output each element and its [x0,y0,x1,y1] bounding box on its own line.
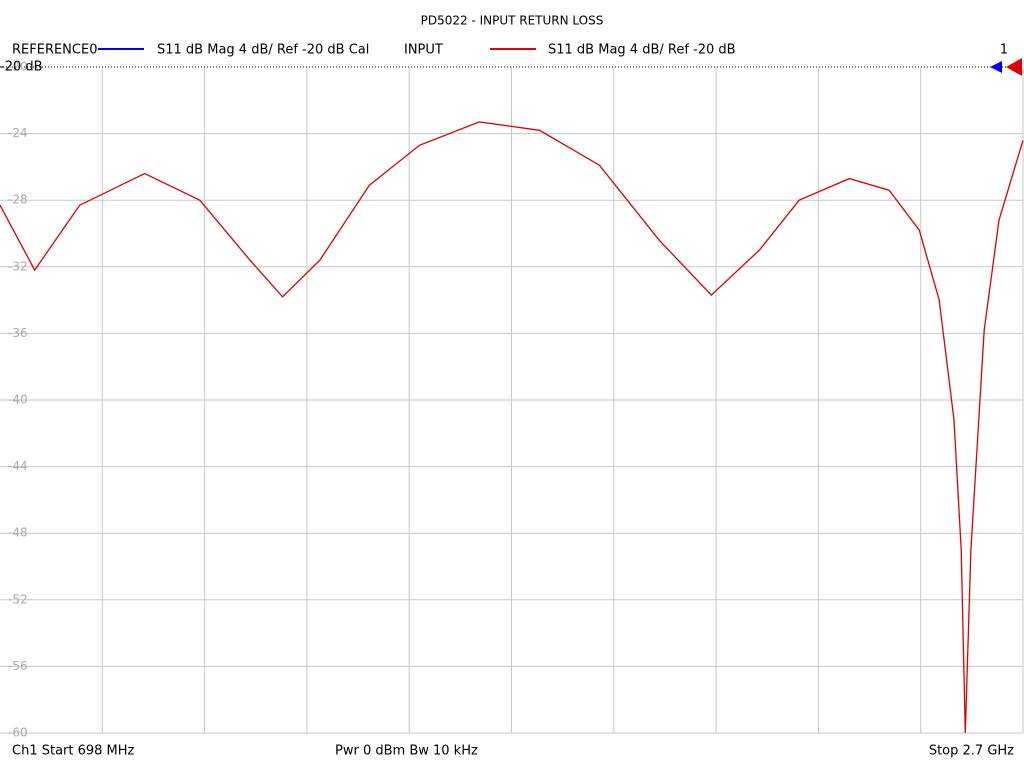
y-tick-label: -60 [8,726,28,740]
y-tick-label: -20 [8,60,28,74]
y-tick-label: -40 [8,393,28,407]
y-tick-label: -32 [8,259,28,273]
chart-title: PD5022 - INPUT RETURN LOSS [421,14,604,28]
reference-label: -20 dB [0,60,43,75]
footer-power: Pwr 0 dBm Bw 10 kHz [335,744,478,759]
y-tick-label: -48 [8,526,28,540]
reference-marker [990,61,1002,73]
footer-start: Ch1 Start 698 MHz [12,744,135,759]
y-tick-label: -24 [8,126,28,140]
plot-area [0,121,1024,734]
y-tick-label: -52 [8,592,28,606]
legend-name: INPUT [404,43,443,58]
legend-label: S11 dB Mag 4 dB/ Ref -20 dB [548,43,736,58]
y-tick-label: -36 [8,326,28,340]
trace [0,121,1024,734]
legend-name: REFERENCE0 [12,43,97,58]
legend: REFERENCE0 S11 dB Mag 4 dB/ Ref -20 dB Ca… [12,43,736,58]
y-tick-label: -56 [8,659,28,673]
y-tick-label: -28 [8,193,28,207]
grid: -20 -24 -28 -32 -36 -40 -44 -48 -52 -56 -60 [0,60,1024,740]
reference-marker [1006,58,1022,76]
legend-label: S11 dB Mag 4 dB/ Ref -20 dB Cal [157,43,369,58]
footer-stop: Stop 2.7 GHz [929,744,1014,759]
y-tick-label: -44 [8,459,28,473]
marker-label: 1 [1000,43,1008,58]
